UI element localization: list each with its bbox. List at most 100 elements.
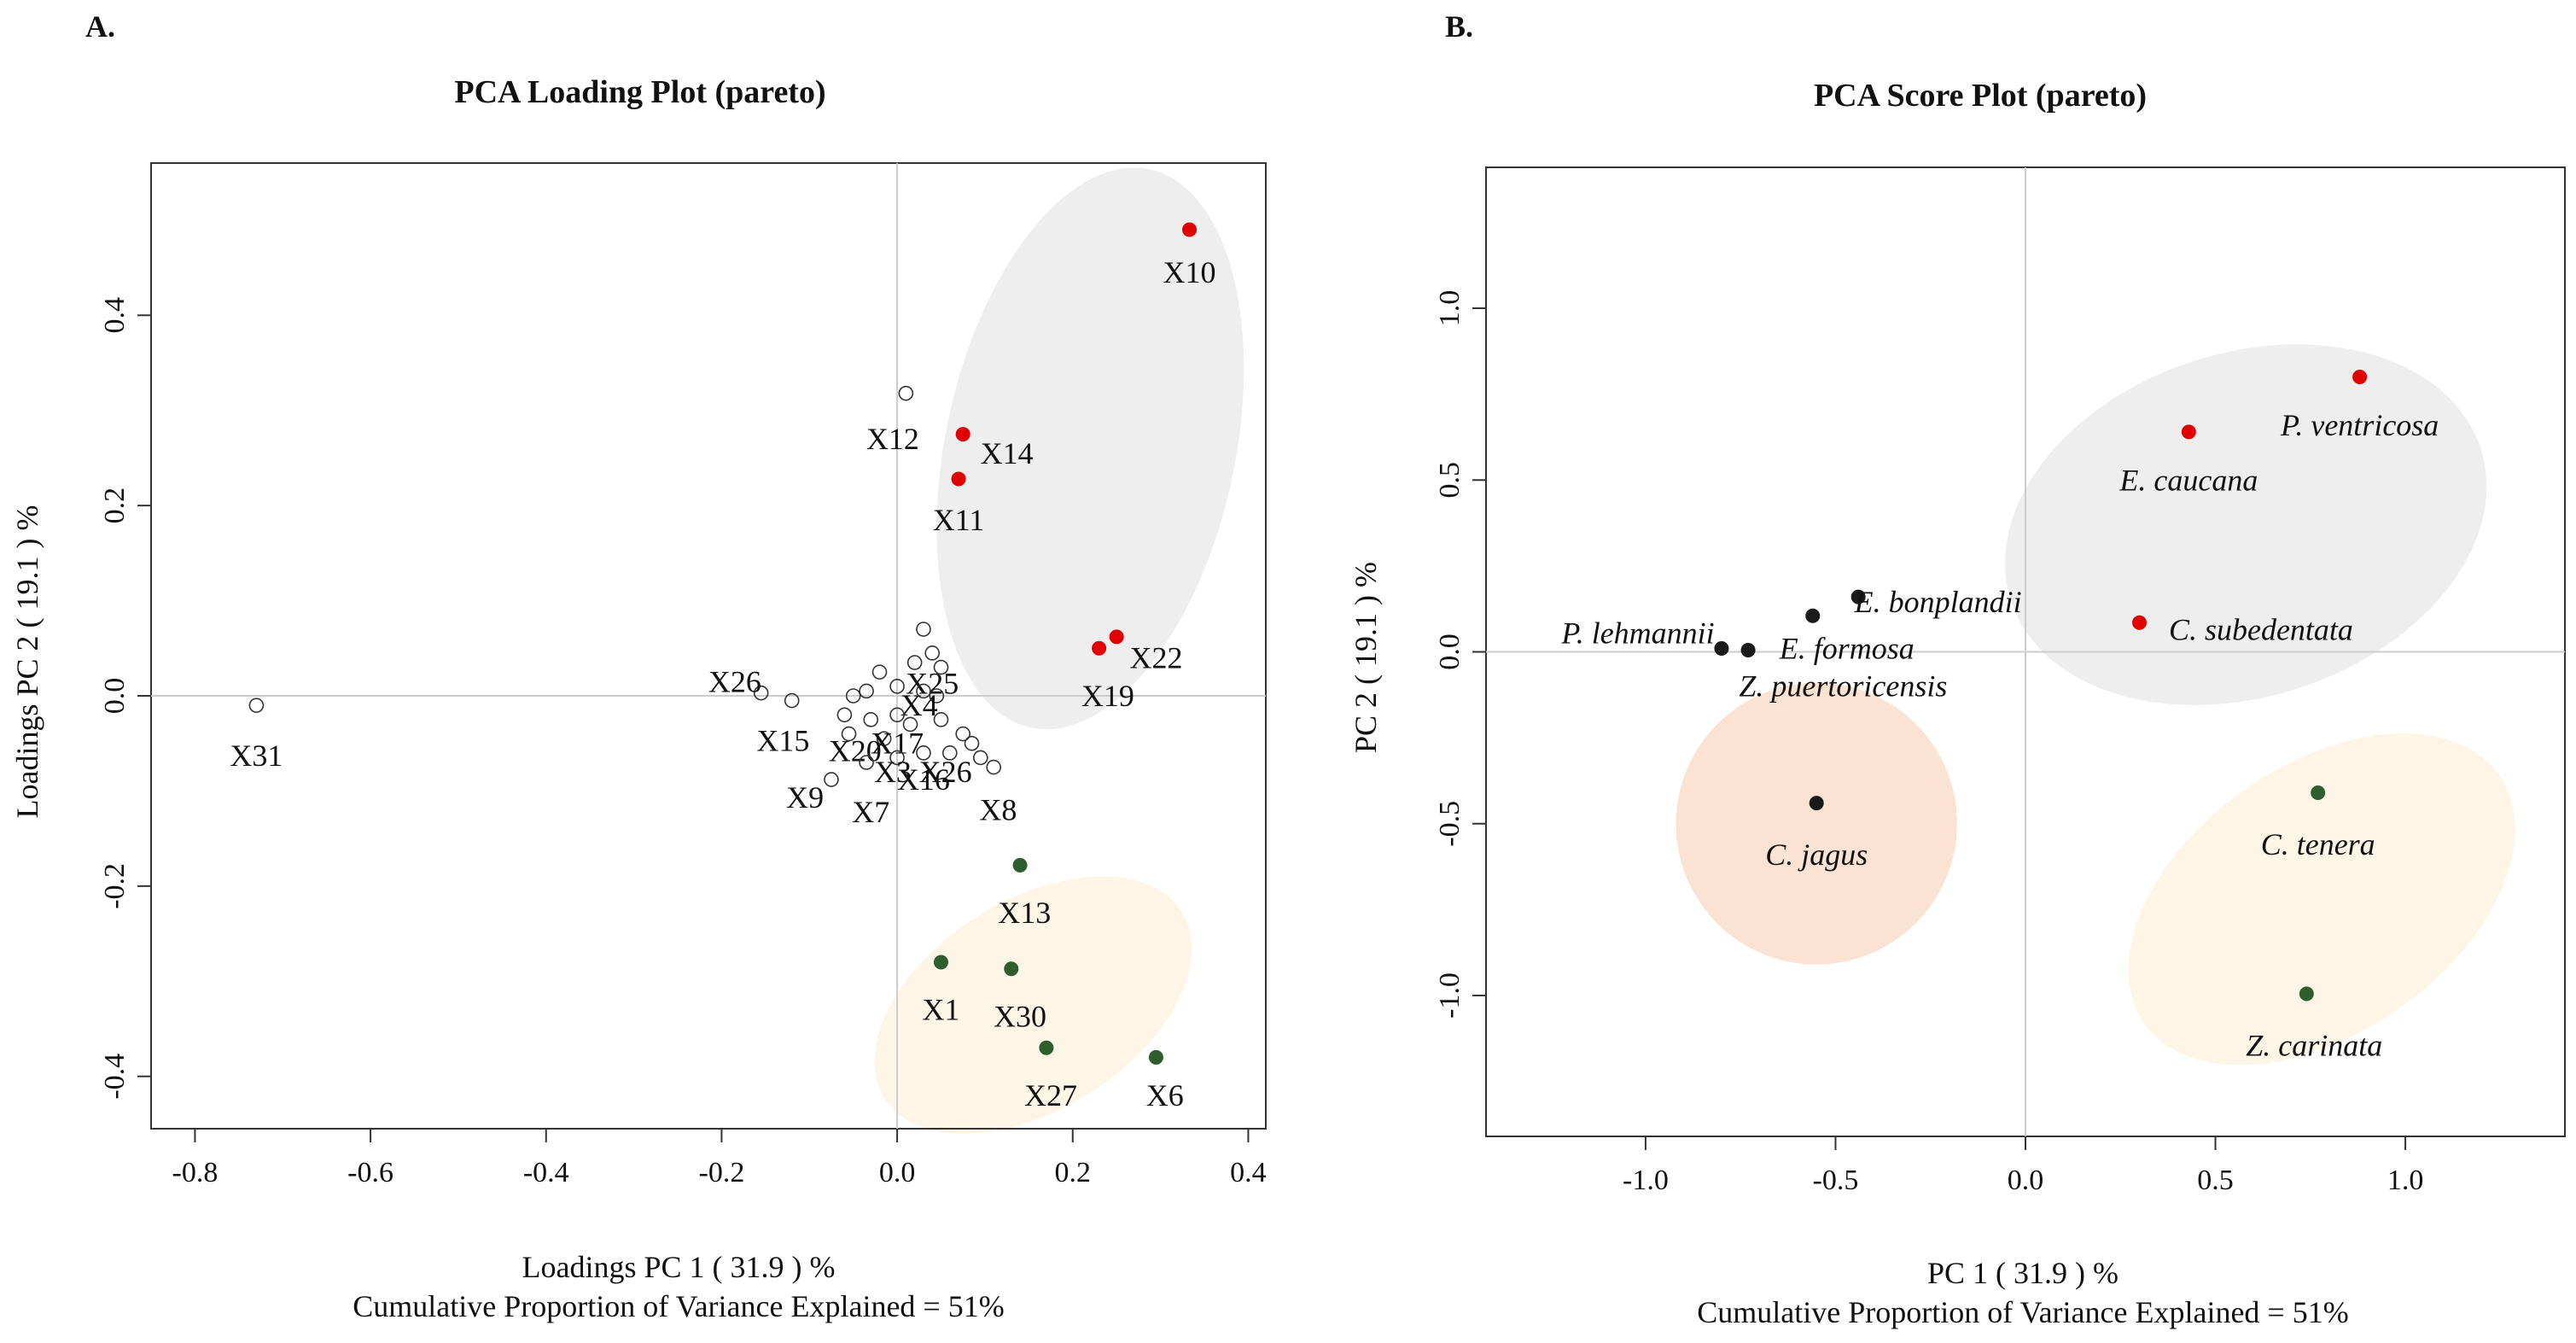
panel-a-y-axis-label: Loadings PC 2 ( 19.1 ) % (10, 505, 44, 819)
y-tick-label: 0.4 (99, 297, 131, 334)
data-point-unlabeled (933, 712, 949, 727)
data-point-unlabeled (859, 683, 874, 699)
data-point (2181, 424, 2196, 440)
y-tick-label: 0.2 (99, 488, 131, 524)
point-label: X1 (923, 993, 960, 1027)
point-label: Z. carinata (2246, 1028, 2382, 1062)
x-tick-label: 0.0 (879, 1157, 916, 1188)
data-point (916, 683, 931, 699)
x-tick-label: -0.8 (172, 1157, 219, 1188)
ellipse-grey-group (2005, 344, 2487, 705)
panel-b: B. PCA Score Plot (pareto) -1.0 -0.5 0.0 0.… (1349, 9, 2566, 1329)
point-label: X4 (900, 688, 938, 722)
data-point (824, 772, 839, 787)
data-point-unlabeled (889, 679, 905, 694)
panel-a-x-axis: -0.8 -0.6 -0.4 -0.2 0.0 0.2 0.4 (172, 1129, 1267, 1188)
panel-b-x-axis-label: PC 1 ( 31.9 ) % (1927, 1256, 2118, 1290)
panel-a: A. PCA Loading Plot (pareto) -0.8 -0.6 -0.… (10, 9, 1267, 1323)
y-tick-label: -0.2 (99, 863, 131, 909)
panel-a-x-axis-label: Loadings PC 1 ( 31.9 ) % (522, 1250, 836, 1284)
data-point (1004, 961, 1019, 977)
data-point (753, 685, 769, 701)
point-label: X12 (866, 422, 919, 456)
x-tick-label: -0.2 (699, 1157, 745, 1188)
y-tick-label: 0.0 (1434, 634, 1466, 670)
data-point (934, 955, 949, 970)
data-point-unlabeled (871, 664, 888, 680)
point-label: P. lehmannii (1560, 616, 1714, 650)
data-point (2299, 986, 2314, 1001)
point-label: X8 (979, 793, 1017, 827)
panel-a-unlabeled-points (836, 622, 988, 766)
data-point-unlabeled (972, 750, 988, 766)
point-label: X26 (708, 664, 761, 698)
panel-b-points: P. ventricosa E. caucana C. subedentata E. … (1560, 370, 2439, 1062)
x-tick-label: 0.5 (2197, 1165, 2234, 1196)
data-point (859, 755, 874, 770)
data-point (1714, 640, 1729, 656)
ellipse-yellow-group (874, 876, 1192, 1134)
data-point-unlabeled (906, 655, 923, 670)
x-tick-label: -0.6 (347, 1157, 393, 1188)
data-point (924, 645, 941, 661)
point-label: C. tenera (2261, 827, 2375, 861)
panel-b-letter: B. (1445, 9, 1473, 44)
data-point (889, 707, 905, 723)
panel-b-y-axis: -1.0 -0.5 0.0 0.5 1.0 (1434, 290, 1486, 1019)
point-label: X13 (998, 896, 1051, 930)
data-point-unlabeled (964, 735, 980, 751)
data-point-unlabeled (902, 716, 918, 733)
data-point (1809, 796, 1824, 811)
x-tick-label: 1.0 (2387, 1165, 2424, 1196)
data-point (1805, 608, 1821, 623)
point-label: X30 (994, 1000, 1046, 1034)
data-point (1109, 629, 1124, 645)
panel-a-caption: Cumulative Proportion of Variance Explai… (353, 1289, 1004, 1323)
data-point (1182, 222, 1198, 237)
y-tick-label: 0.5 (1434, 462, 1466, 499)
x-tick-label: 0.4 (1230, 1157, 1267, 1188)
point-label: Z. puertoricensis (1739, 669, 1947, 704)
y-tick-label: 1.0 (1434, 290, 1466, 327)
data-point-unlabeled (845, 688, 861, 704)
point-label: X15 (756, 723, 809, 757)
data-point (898, 385, 914, 401)
ellipse-yellow-group (2128, 733, 2515, 1066)
data-point (1148, 1049, 1163, 1065)
data-point (1092, 640, 1107, 656)
point-label: E. caucana (2118, 463, 2258, 497)
data-point (248, 698, 265, 713)
y-tick-label: -0.5 (1434, 801, 1466, 847)
panel-b-y-axis-label: PC 2 ( 19.1 ) % (1349, 562, 1383, 753)
data-point (2132, 615, 2148, 630)
data-point-unlabeled (955, 726, 971, 742)
point-label: X7 (852, 795, 889, 829)
data-point (916, 745, 931, 761)
panel-a-ellipses (874, 167, 1244, 1134)
x-tick-label: -0.4 (523, 1157, 569, 1188)
data-point (863, 712, 879, 727)
point-label: X14 (981, 436, 1034, 470)
point-label: X9 (786, 780, 824, 815)
data-point (889, 750, 905, 766)
data-point-unlabeled (876, 731, 892, 746)
point-label: E. bonplandii (1854, 585, 2022, 619)
point-label: X25 (906, 667, 959, 701)
panel-b-caption: Cumulative Proportion of Variance Explai… (1697, 1295, 2348, 1329)
data-point (1740, 642, 1756, 657)
data-point (951, 471, 966, 487)
x-tick-label: -1.0 (1623, 1165, 1669, 1196)
panel-b-title: PCA Score Plot (pareto) (1814, 78, 2147, 114)
data-point (986, 759, 1002, 775)
y-tick-label: 0.0 (99, 678, 131, 715)
data-point (2311, 785, 2326, 801)
data-point-unlabeled (841, 726, 857, 742)
data-point (784, 692, 800, 709)
point-label: C. subedentata (2169, 612, 2353, 646)
data-point (1039, 1040, 1054, 1055)
point-label: X17 (871, 727, 924, 761)
data-point-unlabeled (916, 622, 931, 637)
data-point (941, 745, 958, 761)
